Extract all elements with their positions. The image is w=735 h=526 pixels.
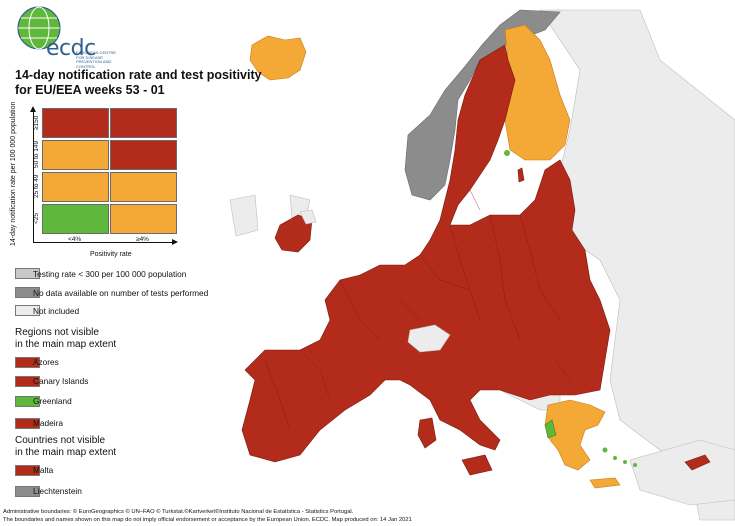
sardinia [417, 417, 437, 449]
legend-swatch [15, 396, 40, 407]
y-tick: 50 to 149 [33, 140, 40, 168]
legend-swatch [15, 418, 40, 429]
legend-label: Madeira [33, 418, 63, 428]
y-tick: ≥150 [33, 115, 40, 130]
legend-label: Canary Islands [33, 376, 89, 386]
matrix-cell [110, 108, 177, 138]
finland [504, 24, 571, 161]
legend-swatch [15, 268, 40, 279]
x-axis-line [33, 242, 173, 243]
legend-swatch [15, 486, 40, 497]
legend-swatch [15, 357, 40, 368]
legend-swatch [15, 305, 40, 316]
legend-swatch [15, 465, 40, 476]
legend-label: Not included [33, 306, 80, 316]
legend-label: No data available on number of tests per… [33, 288, 209, 298]
cyprus [684, 454, 711, 471]
greece [544, 399, 606, 471]
legend-label: Liechtenstein [33, 486, 82, 496]
countries-heading: Countries not visible in the main map ex… [15, 435, 116, 458]
logo-subtitle: EUROPEAN CENTRE FOR DISEASE PREVENTION A… [76, 50, 117, 69]
footer-attribution: Administrative boundaries: © EuroGeograp… [3, 509, 354, 515]
greek-islands [602, 447, 637, 467]
northern-ireland [299, 209, 317, 225]
x-axis-arrow-icon [172, 239, 178, 245]
legend-swatch [15, 287, 40, 298]
matrix-cell [110, 140, 177, 170]
matrix-cell [42, 108, 109, 138]
matrix-cell [42, 172, 109, 202]
regions-heading-line-2: in the main map extent [15, 338, 117, 350]
gotland [517, 167, 525, 183]
matrix-cell [42, 140, 109, 170]
x-axis-label: Positivity rate [90, 251, 132, 258]
title-line-1: 14-day notification rate and test positi… [15, 68, 262, 82]
ecdc-logo: ecdc EUROPEAN CENTRE FOR DISEASE PREVENT… [14, 4, 116, 68]
title-line-2: for EU/EEA weeks 53 - 01 [15, 83, 165, 97]
legend-label: Testing rate < 300 per 100 000 populatio… [33, 269, 187, 279]
switzerland [407, 324, 451, 353]
legend-label: Malta [33, 465, 54, 475]
countries-heading-line-2: in the main map extent [15, 446, 117, 458]
x-tick: ≥4% [136, 236, 149, 243]
crete [589, 477, 621, 489]
matrix-cell [42, 204, 109, 234]
globe-icon [17, 6, 61, 50]
internal-boundaries [264, 189, 571, 431]
matrix-cell [110, 204, 177, 234]
eu-mainland-red [241, 44, 611, 463]
footer-disclaimer: The boundaries and names shown on this m… [3, 517, 412, 523]
y-tick: 25 to 49 [33, 174, 40, 199]
sicily [461, 454, 493, 476]
y-axis-label: 14-day notification rate per 100 000 pop… [10, 101, 17, 246]
iceland [249, 35, 307, 81]
y-axis-line [33, 110, 34, 242]
regions-heading: Regions not visible in the main map exte… [15, 327, 116, 350]
y-axis-arrow-icon [30, 106, 36, 112]
legend-label: Greenland [33, 396, 72, 406]
ireland [274, 214, 313, 253]
map-title: 14-day notification rate and test positi… [15, 68, 275, 98]
x-tick: <4% [68, 236, 82, 243]
legend-swatch [15, 376, 40, 387]
green-region [544, 419, 557, 439]
matrix-cell [110, 172, 177, 202]
y-tick: <25 [33, 212, 40, 224]
logo-wordmark: ecdc [46, 36, 96, 61]
regions-heading-line-1: Regions not visible [15, 327, 99, 338]
countries-heading-line-1: Countries not visible [15, 435, 106, 446]
baltic-island [504, 150, 510, 156]
legend-label: Azores [33, 357, 59, 367]
